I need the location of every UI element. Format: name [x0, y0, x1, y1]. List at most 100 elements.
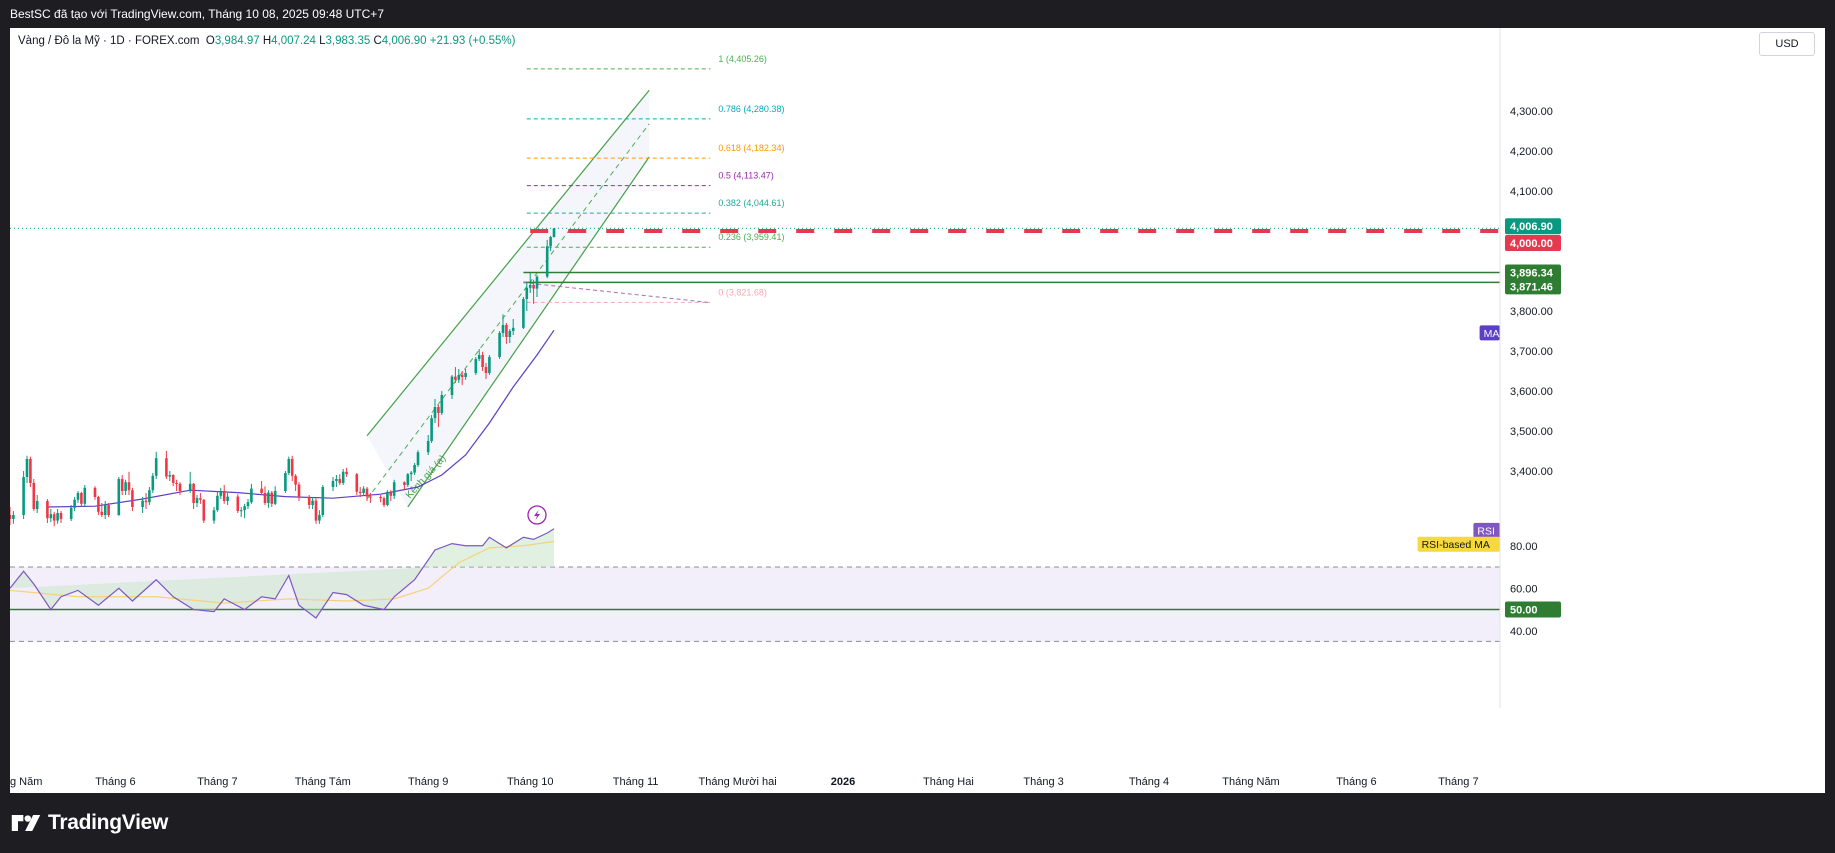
candle-body[interactable] [29, 459, 32, 483]
candle-body[interactable] [505, 325, 508, 337]
candle-body[interactable] [103, 505, 107, 515]
candle-body[interactable] [355, 474, 359, 492]
candle-body[interactable] [345, 471, 348, 475]
candle-body[interactable] [56, 513, 59, 521]
rsi-tag-bg[interactable] [1473, 522, 1500, 538]
candle-body[interactable] [484, 367, 488, 373]
candle-body[interactable] [549, 237, 552, 247]
candle-body[interactable] [501, 325, 505, 333]
candle-body[interactable] [154, 458, 158, 476]
candle-body[interactable] [416, 452, 420, 465]
candle-body[interactable] [460, 375, 464, 377]
candle-body[interactable] [454, 376, 457, 380]
candle-body[interactable] [287, 459, 291, 473]
candle-body[interactable] [532, 285, 535, 289]
candle-body[interactable] [80, 493, 83, 504]
candle-body[interactable] [32, 483, 36, 509]
channel-upper-line[interactable] [366, 89, 650, 437]
candle-body[interactable] [49, 514, 53, 519]
candle-body[interactable] [120, 479, 124, 491]
candle-body[interactable] [52, 514, 56, 521]
chart-canvas[interactable]: Kênh giá (a)1 (4,405.26)0.786 (4,280.38)… [10, 28, 1825, 793]
candle-body[interactable] [175, 483, 178, 484]
ma-tag-bg[interactable] [1479, 325, 1500, 341]
candle-body[interactable] [107, 505, 110, 515]
candle-body[interactable] [239, 510, 243, 512]
candle-body[interactable] [413, 465, 416, 473]
channel-lower-line[interactable] [407, 156, 650, 508]
candle-body[interactable] [243, 506, 246, 511]
symbol-name[interactable]: Vàng / Đô la Mỹ · 1D · FOREX.com [18, 35, 200, 47]
candle-body[interactable] [341, 471, 345, 483]
candle-body[interactable] [525, 287, 529, 299]
candle-body[interactable] [100, 511, 104, 515]
candle-body[interactable] [294, 475, 297, 485]
candle-body[interactable] [93, 487, 97, 497]
candle-body[interactable] [270, 492, 274, 504]
candle-body[interactable] [307, 497, 311, 505]
candle-body[interactable] [202, 499, 206, 521]
candle-body[interactable] [338, 479, 342, 483]
candle-body[interactable] [440, 395, 444, 413]
candle-body[interactable] [97, 497, 100, 512]
candle-body[interactable] [188, 483, 192, 491]
candle-body[interactable] [144, 500, 148, 503]
candle-body[interactable] [430, 418, 433, 441]
candle-body[interactable] [284, 473, 287, 491]
candle-body[interactable] [335, 479, 338, 481]
currency-button[interactable]: USD [1759, 32, 1815, 56]
candle-body[interactable] [236, 496, 240, 511]
candle-body[interactable] [192, 483, 195, 503]
candle-body[interactable] [148, 490, 151, 503]
candle-body[interactable] [263, 493, 267, 503]
candle-body[interactable] [273, 491, 277, 504]
candle-body[interactable] [369, 496, 372, 498]
candle-body[interactable] [297, 484, 301, 497]
candle-body[interactable] [290, 459, 294, 476]
candle-body[interactable] [528, 285, 532, 288]
candle-body[interactable] [426, 441, 430, 453]
candle-body[interactable] [535, 276, 539, 289]
candle-body[interactable] [117, 479, 121, 515]
candle-body[interactable] [311, 500, 314, 505]
candle-body[interactable] [477, 355, 481, 359]
candle-body[interactable] [46, 501, 49, 519]
candle-body[interactable] [365, 488, 369, 497]
candle-body[interactable] [73, 499, 76, 508]
candle-body[interactable] [25, 459, 29, 477]
candle-body[interactable] [22, 477, 25, 515]
candle-body[interactable] [10, 515, 12, 519]
candle-body[interactable] [382, 498, 386, 505]
candle-body[interactable] [552, 228, 556, 238]
candle-body[interactable] [437, 407, 440, 413]
candle-body[interactable] [362, 488, 365, 493]
candle-body[interactable] [321, 487, 325, 515]
candle-body[interactable] [474, 359, 478, 373]
candle-body[interactable] [386, 491, 389, 505]
candle-body[interactable] [450, 376, 454, 395]
chart-panel[interactable]: Kênh giá (a) 1 (4,405.26) 0.786 (4,280.38)… [10, 28, 1825, 793]
candle-body[interactable] [168, 475, 172, 477]
candle-body[interactable] [392, 482, 396, 496]
candle-body[interactable] [433, 407, 437, 419]
candle-body[interactable] [59, 513, 63, 519]
candle-body[interactable] [314, 500, 318, 521]
candle-body[interactable] [260, 488, 263, 493]
candle-body[interactable] [389, 491, 393, 496]
rsi-ma-tag-bg[interactable] [1417, 536, 1500, 552]
candle-body[interactable] [69, 507, 73, 519]
candle-body[interactable] [457, 375, 461, 380]
candle-body[interactable] [76, 493, 80, 500]
candle-body[interactable] [545, 246, 549, 277]
candle-body[interactable] [318, 515, 321, 521]
candle-body[interactable] [171, 475, 175, 483]
candle-body[interactable] [379, 497, 382, 499]
candle-body[interactable] [403, 482, 406, 485]
candle-body[interactable] [222, 491, 226, 501]
candle-body[interactable] [508, 331, 512, 337]
candle-body[interactable] [481, 355, 484, 367]
candle-body[interactable] [195, 498, 199, 503]
candle-body[interactable] [212, 510, 216, 521]
candle-body[interactable] [331, 481, 335, 487]
trend-line[interactable] [523, 282, 711, 304]
